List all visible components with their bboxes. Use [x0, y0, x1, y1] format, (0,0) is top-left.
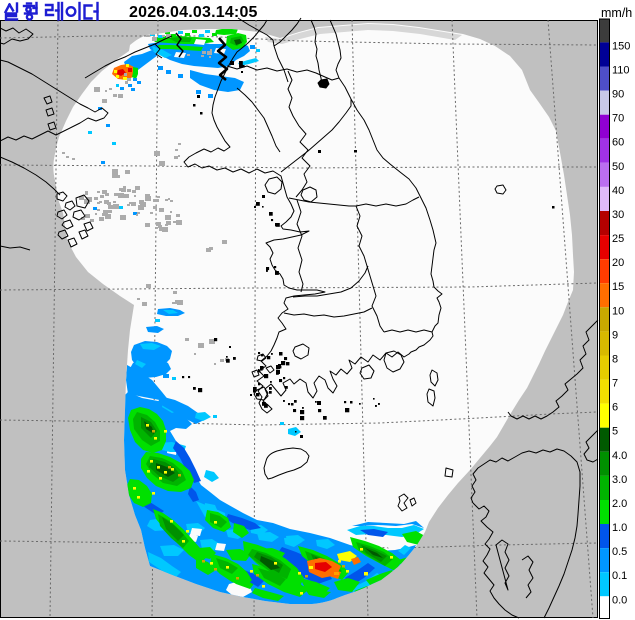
svg-text:150: 150: [612, 40, 630, 52]
svg-text:0.0: 0.0: [612, 594, 627, 606]
svg-text:10: 10: [612, 305, 624, 317]
svg-text:15: 15: [612, 281, 624, 293]
svg-text:90: 90: [612, 89, 624, 101]
svg-text:40: 40: [612, 185, 624, 197]
svg-text:8: 8: [612, 354, 618, 366]
svg-text:1.0: 1.0: [612, 522, 627, 534]
svg-text:50: 50: [612, 161, 624, 173]
svg-text:3.0: 3.0: [612, 474, 627, 486]
svg-text:2026.04.03.14:05: 2026.04.03.14:05: [129, 4, 258, 21]
svg-text:70: 70: [612, 113, 624, 125]
svg-text:mm/h: mm/h: [601, 6, 632, 20]
svg-text:2.0: 2.0: [612, 498, 627, 510]
svg-text:30: 30: [612, 209, 624, 221]
svg-text:5: 5: [612, 426, 618, 438]
svg-text:6: 6: [612, 402, 618, 414]
svg-text:110: 110: [612, 65, 630, 77]
svg-text:4.0: 4.0: [612, 450, 627, 462]
svg-text:60: 60: [612, 137, 624, 149]
svg-text:20: 20: [612, 257, 624, 269]
svg-text:7: 7: [612, 378, 618, 390]
svg-text:25: 25: [612, 233, 624, 245]
svg-text:0.1: 0.1: [612, 570, 627, 582]
svg-text:9: 9: [612, 329, 618, 341]
svg-text:0.5: 0.5: [612, 546, 627, 558]
